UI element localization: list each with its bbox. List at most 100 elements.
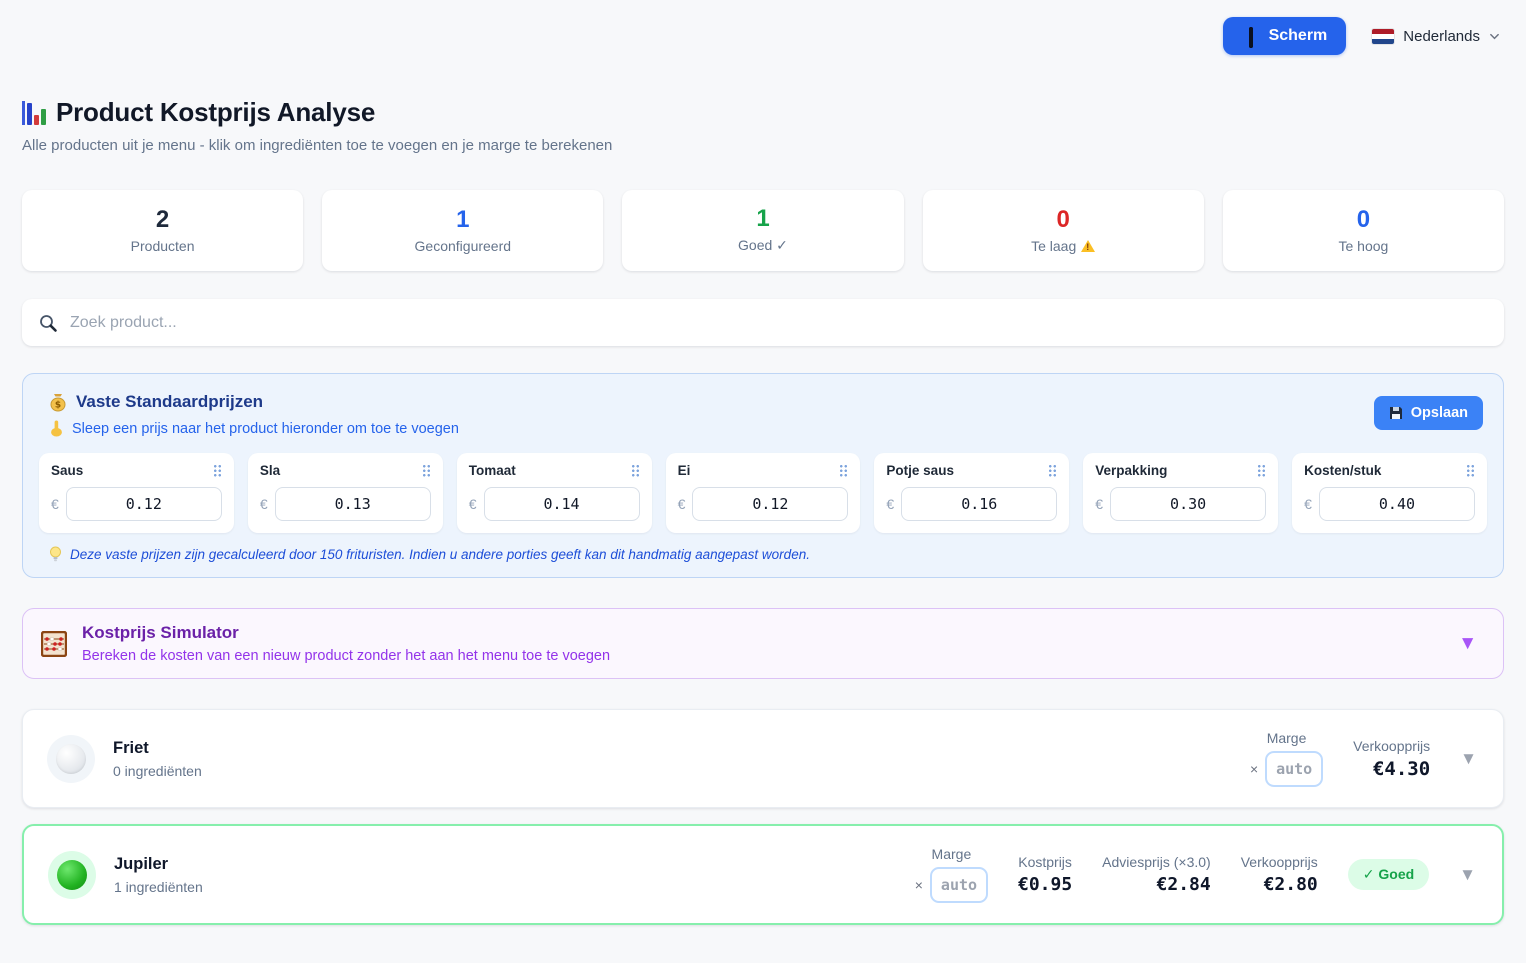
stat-label: Goed ✓ — [738, 237, 788, 254]
metric-verkoopprijs: Verkoopprijs €2.80 — [1241, 854, 1318, 895]
price-chip-potje-saus[interactable]: Potje saus € — [874, 453, 1069, 533]
floppy-disk-icon — [1389, 406, 1403, 420]
page-title-text: Product Kostprijs Analyse — [56, 97, 375, 128]
drag-handle-icon[interactable] — [213, 464, 222, 477]
drag-handle-icon[interactable] — [631, 464, 640, 477]
simulator-title: Kostprijs Simulator — [82, 623, 610, 643]
price-input-tomaat[interactable] — [484, 487, 640, 521]
euro-sign: € — [51, 496, 59, 512]
euro-sign: € — [678, 496, 686, 512]
stat-label: Te hoog — [1338, 238, 1388, 254]
price-chip-verpakking[interactable]: Verpakking € — [1083, 453, 1278, 533]
marge-input-jupiler[interactable] — [930, 867, 988, 903]
screen-button-label: Scherm — [1269, 27, 1328, 45]
chevron-down-icon — [1489, 31, 1500, 42]
drag-handle-icon[interactable] — [422, 464, 431, 477]
product-row-friet[interactable]: Friet 0 ingrediënten Marge × Verkoopprij… — [22, 709, 1504, 808]
price-chip-ei[interactable]: Ei € — [666, 453, 861, 533]
chip-label: Tomaat — [469, 463, 516, 478]
drag-handle-icon[interactable] — [839, 464, 848, 477]
marge-block: Marge × — [1250, 730, 1323, 787]
product-ingredients: 1 ingrediënten — [114, 879, 203, 895]
marge-input-friet[interactable] — [1265, 751, 1323, 787]
stat-card-te-laag: 0 Te laag — [923, 190, 1204, 271]
euro-sign: € — [1304, 496, 1312, 512]
search-bar — [22, 299, 1504, 346]
metric-value: €0.95 — [1018, 874, 1072, 895]
fixed-prices-hint-text: Sleep een prijs naar het product hierond… — [72, 421, 459, 437]
metric-label: Kostprijs — [1018, 854, 1072, 870]
language-label: Nederlands — [1403, 28, 1480, 45]
fixed-prices-note: Deze vaste prijzen zijn gecalculeerd doo… — [49, 546, 1487, 563]
stat-value: 0 — [1357, 208, 1370, 232]
row-expand-icon[interactable]: ▼ — [1459, 865, 1476, 885]
metric-value: €2.80 — [1241, 874, 1318, 895]
stat-label: Geconfigureerd — [415, 238, 512, 254]
row-expand-icon[interactable]: ▼ — [1460, 749, 1477, 769]
product-row-jupiler[interactable]: Jupiler 1 ingrediënten Marge × Kostprijs… — [22, 824, 1504, 925]
metric-value: €2.84 — [1102, 874, 1211, 895]
chip-label: Sla — [260, 463, 280, 478]
metric-value: €4.30 — [1353, 758, 1430, 780]
price-input-ei[interactable] — [692, 487, 848, 521]
metric-verkoopprijs: Verkoopprijs €4.30 — [1353, 738, 1430, 780]
warning-icon — [1081, 240, 1095, 252]
price-chip-kosten-stuk[interactable]: Kosten/stuk € — [1292, 453, 1487, 533]
fixed-prices-hint: Sleep een prijs naar het product hierond… — [49, 420, 459, 437]
search-icon — [38, 313, 58, 333]
euro-sign: € — [260, 496, 268, 512]
price-chip-tomaat[interactable]: Tomaat € — [457, 453, 652, 533]
product-name: Jupiler — [114, 855, 203, 874]
topbar: Scherm Nederlands — [0, 0, 1526, 55]
fixed-prices-panel: $ Vaste Standaardprijzen Sleep een prijs… — [22, 373, 1504, 578]
stat-value: 1 — [756, 207, 769, 231]
metric-label: Adviesprijs (×3.0) — [1102, 854, 1211, 870]
page-head: Product Kostprijs Analyse Alle producten… — [22, 97, 1504, 154]
drag-handle-icon[interactable] — [1048, 464, 1057, 477]
product-avatar — [48, 851, 96, 899]
fixed-prices-title: $ Vaste Standaardprijzen — [49, 392, 459, 412]
chip-label: Verpakking — [1095, 463, 1167, 478]
chip-label: Ei — [678, 463, 691, 478]
drag-handle-icon[interactable] — [1257, 464, 1266, 477]
product-avatar — [47, 735, 95, 783]
marge-block: Marge × — [915, 846, 988, 903]
screen-button[interactable]: Scherm — [1223, 17, 1347, 55]
euro-sign: € — [469, 496, 477, 512]
page-subtitle: Alle producten uit je menu - klik om ing… — [22, 137, 1504, 154]
save-button[interactable]: Opslaan — [1374, 396, 1483, 430]
price-chips: Saus € Sla € Tomaat € Ei € Potje saus € … — [39, 453, 1487, 533]
chip-label: Kosten/stuk — [1304, 463, 1381, 478]
simulator-toggle-icon[interactable]: ▼ — [1458, 633, 1477, 655]
abacus-icon — [41, 631, 67, 657]
svg-text:$: $ — [55, 400, 61, 410]
marge-label: Marge — [915, 846, 988, 862]
stat-label: Producten — [131, 238, 195, 254]
price-input-kosten-stuk[interactable] — [1319, 487, 1475, 521]
marge-label: Marge — [1250, 730, 1323, 746]
chip-label: Potje saus — [886, 463, 954, 478]
pointing-finger-icon — [49, 420, 64, 437]
product-name: Friet — [113, 739, 202, 758]
price-input-potje-saus[interactable] — [901, 487, 1057, 521]
price-input-verpakking[interactable] — [1110, 487, 1266, 521]
stats-row: 2 Producten 1 Geconfigureerd 1 Goed ✓ 0 … — [22, 190, 1504, 271]
metric-label: Verkoopprijs — [1353, 738, 1430, 754]
euro-sign: € — [1095, 496, 1103, 512]
dutch-flag-icon — [1372, 29, 1394, 44]
multiply-sign: × — [915, 877, 923, 893]
simulator-panel[interactable]: Kostprijs Simulator Bereken de kosten va… — [22, 608, 1504, 679]
metric-label: Verkoopprijs — [1241, 854, 1318, 870]
status-badge-goed: ✓ Goed — [1348, 859, 1429, 890]
price-input-saus[interactable] — [66, 487, 222, 521]
chip-label: Saus — [51, 463, 83, 478]
price-chip-saus[interactable]: Saus € — [39, 453, 234, 533]
drag-handle-icon[interactable] — [1466, 464, 1475, 477]
price-input-sla[interactable] — [275, 487, 431, 521]
search-input[interactable] — [70, 314, 1488, 332]
language-selector[interactable]: Nederlands — [1372, 28, 1500, 45]
stat-card-te-hoog: 0 Te hoog — [1223, 190, 1504, 271]
price-chip-sla[interactable]: Sla € — [248, 453, 443, 533]
lightbulb-icon — [49, 546, 62, 563]
stat-card-goed: 1 Goed ✓ — [622, 190, 903, 271]
